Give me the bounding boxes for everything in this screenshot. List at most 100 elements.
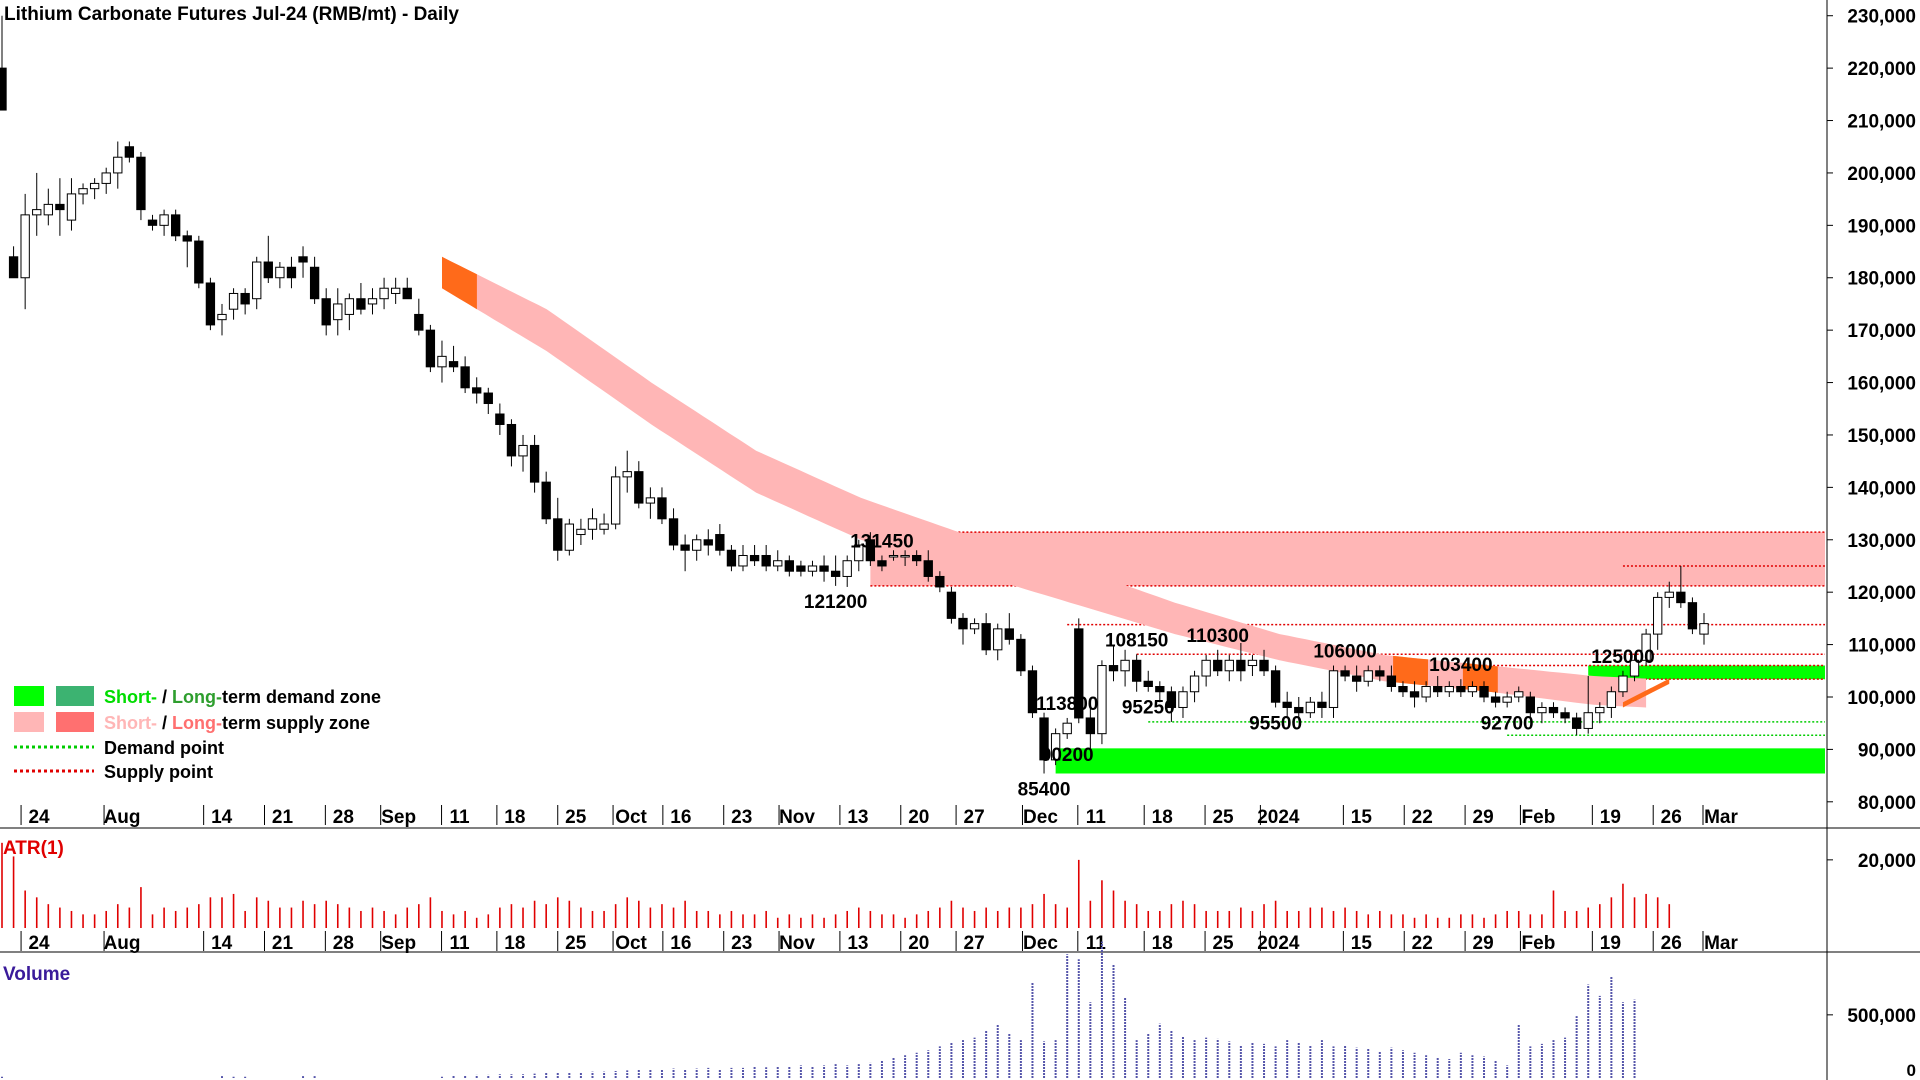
date-tick-label: Dec <box>1023 933 1058 954</box>
volume-tick-label: 500,000 <box>1847 1006 1916 1027</box>
annotations-layer: 131450 121200 113800 108150 110300 106000 1034… <box>804 531 1655 800</box>
date-tick-label: 24 <box>28 933 50 954</box>
candle <box>124 146 135 158</box>
date-tick-label: Oct <box>615 807 647 828</box>
date-tick-label: 19 <box>1600 807 1621 828</box>
candle <box>1375 670 1385 677</box>
candle <box>1062 722 1072 735</box>
candle <box>194 240 204 284</box>
candle <box>321 298 331 326</box>
price-annotation: 113800 <box>1036 694 1098 715</box>
candle <box>1433 686 1443 693</box>
candle <box>1143 680 1153 688</box>
price-annotation: 125000 <box>1591 647 1654 668</box>
candle <box>1641 633 1651 661</box>
candle <box>55 203 65 211</box>
candle <box>1270 670 1281 703</box>
volume-zero-label: 0 <box>1907 1061 1916 1080</box>
candle <box>1016 638 1026 672</box>
candle <box>634 471 644 504</box>
candle <box>668 518 679 546</box>
date-tick-label: 23 <box>731 807 752 828</box>
price-annotation: 92700 <box>1481 713 1534 734</box>
candle <box>1548 706 1559 714</box>
candle <box>425 329 436 368</box>
candle <box>1282 701 1292 708</box>
legend-demand-sep: / <box>157 687 172 707</box>
candle <box>171 214 181 237</box>
legend-demand-short: Short- <box>104 687 157 707</box>
candle <box>1560 712 1570 719</box>
candle <box>888 554 899 558</box>
candle <box>587 518 598 530</box>
candle <box>275 266 285 279</box>
date-tick-label: 22 <box>1412 807 1433 828</box>
date-tick-label: Aug <box>104 933 141 954</box>
candle <box>1108 665 1119 672</box>
date-tick-label: 27 <box>964 933 985 954</box>
candle <box>796 565 806 572</box>
date-tick-label: 13 <box>847 807 868 828</box>
date-tick-label: 21 <box>272 933 294 954</box>
date-tick-label: 11 <box>450 807 471 828</box>
candle <box>20 214 30 279</box>
candle <box>78 188 88 195</box>
date-tick-label: 13 <box>847 933 868 954</box>
candle <box>1583 712 1593 729</box>
candle <box>784 560 794 572</box>
candle <box>622 471 632 478</box>
candle <box>460 366 470 389</box>
candle <box>842 560 852 577</box>
price-annotation: 95250 <box>1122 698 1175 719</box>
date-tick-label: Dec <box>1023 807 1058 828</box>
date-tick-label: 11 <box>450 933 471 954</box>
date-tick-label: 28 <box>333 933 354 954</box>
date-tick-label: 27 <box>964 807 985 828</box>
candle <box>1490 696 1501 703</box>
candle <box>1421 686 1431 698</box>
candle <box>147 219 158 226</box>
date-tick-label: 14 <box>211 933 233 954</box>
price-annotation: 103400 <box>1429 655 1492 676</box>
candle <box>228 292 239 310</box>
candle <box>981 623 991 651</box>
candle <box>553 518 563 551</box>
candle <box>1687 602 1698 630</box>
price-tick-label: 220,000 <box>1847 59 1916 80</box>
candle <box>1224 659 1234 672</box>
date-tick-label: 15 <box>1351 933 1373 954</box>
svg-text:Short- / Long-term supply zone: Short- / Long-term supply zone <box>104 713 370 733</box>
short-supply-band <box>442 256 1647 708</box>
candle <box>1514 691 1524 698</box>
date-tick-label: 20 <box>908 807 929 828</box>
zones-layer <box>442 256 1825 774</box>
date-tick-label: 18 <box>1152 807 1173 828</box>
price-annotation: 131450 <box>850 531 913 552</box>
candle <box>182 235 192 242</box>
candle <box>367 298 378 305</box>
candle <box>240 292 250 305</box>
candle <box>819 565 829 572</box>
candle <box>576 528 586 536</box>
candle <box>1189 675 1200 693</box>
candle <box>1409 691 1420 698</box>
candle <box>1259 659 1269 672</box>
price-annotation: 95500 <box>1249 713 1302 734</box>
date-tick-label: 22 <box>1412 933 1433 954</box>
candle <box>1351 675 1362 682</box>
candle <box>8 256 19 279</box>
candle <box>969 623 980 630</box>
date-tick-label: 29 <box>1473 933 1494 954</box>
candle <box>1247 659 1258 667</box>
candle <box>1328 670 1339 708</box>
date-tick-label: 16 <box>670 933 691 954</box>
date-tick-label: 24 <box>28 807 50 828</box>
candle <box>692 539 702 551</box>
candle <box>252 261 262 300</box>
candle <box>599 523 609 530</box>
price-tick-label: 160,000 <box>1847 374 1916 395</box>
orange-segment <box>1622 678 1670 708</box>
candle <box>1629 659 1640 677</box>
chart-title: Lithium Carbonate Futures Jul-24 (RMB/mt… <box>4 4 459 25</box>
legend-demand-point: Demand point <box>104 738 224 758</box>
